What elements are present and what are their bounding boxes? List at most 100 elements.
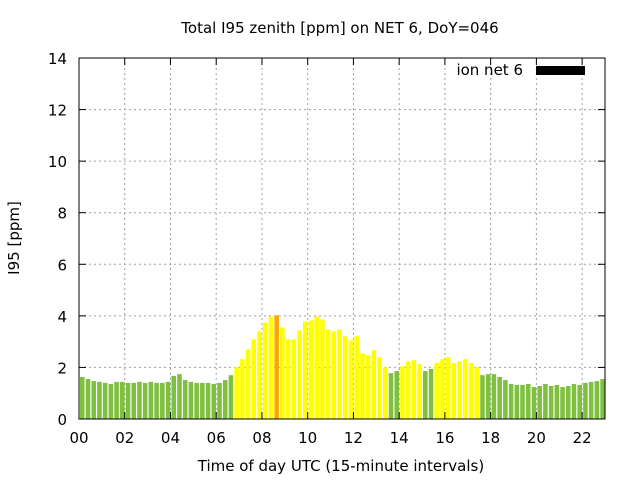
bar — [394, 371, 400, 419]
bar — [131, 382, 137, 419]
bar — [405, 361, 411, 419]
bar — [474, 367, 480, 419]
bar — [125, 382, 131, 419]
bar — [508, 383, 514, 419]
bar — [583, 382, 588, 419]
x-axis-label: Time of day UTC (15-minute intervals) — [197, 457, 484, 475]
bar — [217, 382, 222, 419]
bar — [423, 371, 428, 419]
bar — [451, 363, 457, 419]
bar — [468, 363, 474, 419]
bar — [160, 382, 165, 419]
bar — [80, 376, 85, 419]
bar — [234, 367, 239, 419]
y-tick-label: 14 — [48, 50, 67, 68]
bar — [285, 339, 291, 419]
bar — [257, 331, 262, 419]
bar — [314, 316, 319, 419]
x-tick-label: 16 — [435, 429, 454, 447]
bar — [571, 383, 577, 419]
bars — [80, 315, 605, 419]
legend-label: ion net 6 — [456, 61, 523, 79]
bar — [114, 381, 119, 419]
bar — [417, 364, 422, 419]
bar — [245, 349, 251, 419]
grid — [79, 58, 605, 419]
bar — [560, 387, 565, 419]
bar — [554, 384, 560, 419]
bar — [480, 375, 485, 419]
bar — [222, 380, 228, 419]
x-tick-label: 08 — [252, 429, 271, 447]
bar — [154, 382, 159, 419]
bar — [383, 367, 388, 419]
bar — [302, 321, 308, 419]
bar — [137, 381, 142, 419]
bar — [188, 381, 194, 419]
bar — [360, 353, 365, 419]
bar — [377, 357, 382, 419]
bar — [280, 327, 285, 419]
bar — [531, 387, 537, 419]
bar — [600, 379, 605, 419]
bar — [297, 330, 302, 419]
bar — [205, 382, 211, 419]
x-tick-label: 20 — [527, 429, 546, 447]
bar — [491, 374, 497, 419]
bar — [594, 381, 600, 419]
bar — [148, 381, 154, 419]
bar — [588, 381, 594, 419]
bar — [485, 374, 491, 419]
y-tick-label: 6 — [57, 256, 67, 274]
y-axis-label: I95 [ppm] — [5, 201, 23, 275]
bar — [268, 316, 274, 419]
bar — [520, 384, 525, 419]
x-tick-label: 18 — [481, 429, 500, 447]
bar — [543, 383, 548, 419]
plot-frame — [78, 57, 606, 420]
bar — [211, 383, 217, 419]
bar — [463, 359, 468, 419]
bar — [102, 382, 108, 419]
bar — [85, 379, 91, 419]
bar — [400, 366, 405, 419]
bar — [388, 373, 394, 419]
bar — [577, 384, 582, 419]
bar — [325, 329, 331, 419]
bar — [503, 380, 508, 419]
bar — [343, 336, 348, 419]
x-tick-label: 06 — [207, 429, 226, 447]
y-tick-label: 2 — [57, 359, 67, 377]
bar — [525, 383, 531, 419]
bar — [440, 359, 445, 419]
x-tick-label: 02 — [115, 429, 134, 447]
y-tick-label: 12 — [48, 102, 67, 120]
bar — [228, 375, 234, 419]
y-tick-label: 4 — [57, 308, 67, 326]
bar — [251, 339, 257, 419]
bar — [371, 350, 377, 419]
y-tick-label: 10 — [48, 153, 67, 171]
bar — [434, 363, 440, 419]
bar — [337, 329, 342, 419]
bar — [565, 385, 571, 419]
bar — [171, 375, 177, 419]
bar — [262, 322, 268, 419]
legend-swatch — [536, 66, 585, 75]
bar — [142, 382, 148, 419]
bar — [291, 339, 297, 419]
x-tick-label: 22 — [573, 429, 592, 447]
bar — [348, 340, 354, 419]
bar — [537, 385, 542, 419]
bar — [497, 376, 502, 419]
bar — [365, 355, 371, 419]
bar — [274, 315, 279, 419]
x-tick-label: 14 — [390, 429, 409, 447]
bar — [165, 381, 171, 419]
y-tick-label: 0 — [57, 411, 67, 429]
x-tick-label: 12 — [344, 429, 363, 447]
bar — [331, 331, 337, 419]
bar — [445, 357, 451, 419]
bar — [320, 319, 325, 419]
